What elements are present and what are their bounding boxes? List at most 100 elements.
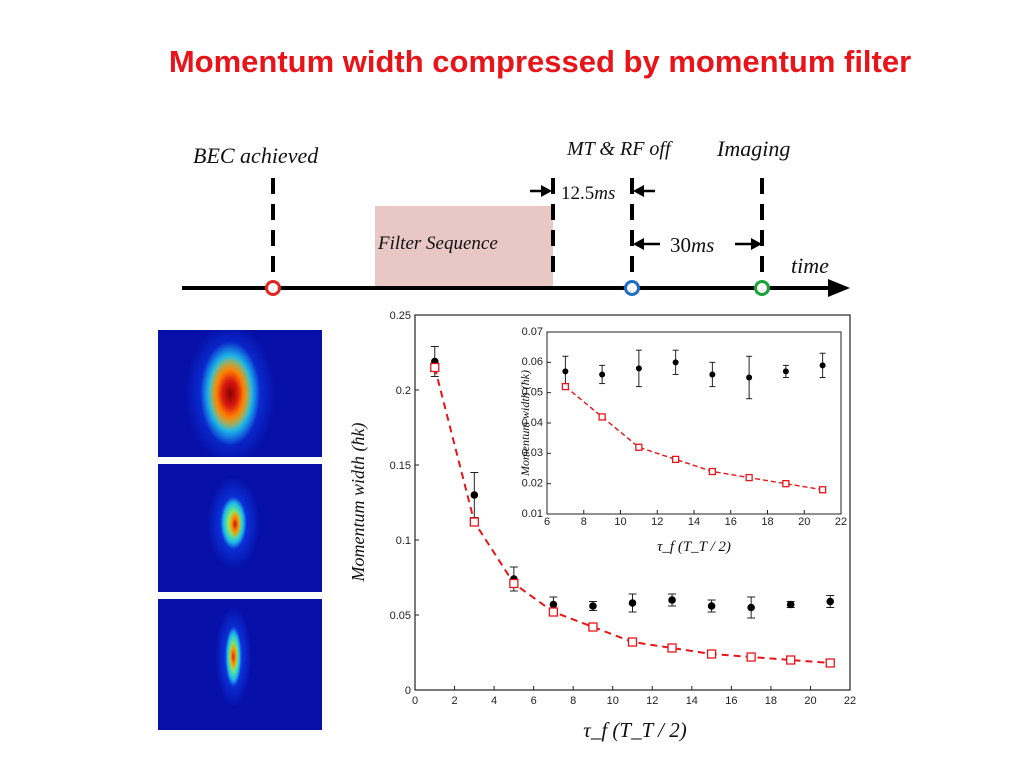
inset-x-tick-label: 12 xyxy=(651,516,663,528)
inset-measured-point xyxy=(635,365,642,372)
inset-x-tick-label: 10 xyxy=(614,516,626,528)
inset-measured-point xyxy=(562,368,569,375)
timeline-diagram: Filter Sequence time BEC achieved MT & R… xyxy=(182,136,850,297)
inset-measured-point xyxy=(672,359,679,366)
main-x-tick-label: 12 xyxy=(646,695,658,707)
delay1-value: 12.5 xyxy=(561,183,594,204)
main-x-tick-label: 6 xyxy=(531,695,537,707)
bec-label: BEC achieved xyxy=(193,143,319,168)
main-measured-point xyxy=(470,491,479,499)
inset-measured-point xyxy=(819,362,826,369)
main-y-tick-label: 0.1 xyxy=(396,535,411,547)
time-axis-arrowhead xyxy=(828,279,850,297)
inset-measured-point xyxy=(599,371,606,378)
main-filtered-point xyxy=(825,658,835,668)
main-filtered-point xyxy=(509,578,519,589)
bec-image-2 xyxy=(158,464,322,592)
inset-filtered-point xyxy=(708,467,717,476)
main-measured-point xyxy=(786,600,795,609)
main-plot-frame xyxy=(414,314,851,691)
inset-filtered-point xyxy=(782,480,790,488)
main-y-tick-label: 0.25 xyxy=(390,310,411,322)
delay1-unit: ms xyxy=(594,183,615,204)
main-filtered-point xyxy=(627,637,638,647)
main-y-tick-label: 0.15 xyxy=(390,460,411,472)
main-y-tick-label: 0 xyxy=(405,685,411,697)
inset-filtered-dashed-line xyxy=(564,386,823,491)
filter-sequence-label: Filter Sequence xyxy=(377,233,498,254)
main-x-tick-label: 20 xyxy=(804,695,816,707)
bec-marker xyxy=(265,280,281,296)
main-filtered-point xyxy=(706,649,717,659)
inset-x-tick-label: 18 xyxy=(761,516,773,528)
inset-x-tick-label: 8 xyxy=(581,516,587,528)
delay2-right-arrowhead xyxy=(751,238,762,250)
main-y-tick-label: 0.2 xyxy=(396,385,411,397)
momentum-chart: 0 2 4 6 8 10 12 14 16 18 20 22 0 0.05 0.1 0.15 0.2 0.25 M… xyxy=(348,310,856,742)
main-measured-point xyxy=(747,603,755,612)
inset-x-axis-title: τ_f (T_T / 2) xyxy=(657,539,731,555)
inset-filtered-point xyxy=(818,486,827,494)
main-measured-point xyxy=(668,596,676,604)
delay1-right-arrowhead xyxy=(633,185,644,197)
delay1-label: 12.5ms xyxy=(561,183,615,204)
inset-filtered-point xyxy=(561,382,570,391)
main-filtered-point xyxy=(786,655,796,665)
main-measured-point xyxy=(707,602,716,610)
main-x-tick-label: 14 xyxy=(686,695,698,707)
bec-image-3 xyxy=(158,599,322,730)
main-measured-point xyxy=(628,599,637,607)
imaging-label: Imaging xyxy=(716,136,790,161)
main-x-tick-label: 4 xyxy=(491,695,497,707)
filter-sequence-box xyxy=(375,206,553,286)
main-x-tick-label: 16 xyxy=(725,695,737,707)
inset-measured-point xyxy=(782,368,789,375)
delay2-unit: ms xyxy=(691,233,714,257)
inset-y-tick-label: 0.02 xyxy=(522,477,543,489)
bec-image-1 xyxy=(158,330,322,457)
main-x-axis-title: τ_f (T_T / 2) xyxy=(583,718,686,742)
main-y-tick-label: 0.05 xyxy=(390,610,411,622)
inset-y-axis-title: Momentum width (ħk) xyxy=(518,370,532,477)
main-x-tick-label: 18 xyxy=(765,695,777,707)
inset-x-tick-label: 16 xyxy=(725,516,737,528)
delay2-left-arrowhead xyxy=(633,238,644,250)
delay2-label: 30ms xyxy=(670,233,714,257)
main-filtered-point xyxy=(588,622,598,632)
inset-x-tick-label: 20 xyxy=(798,516,810,528)
main-filtered-point xyxy=(469,517,479,527)
inset-measured-point xyxy=(746,374,753,381)
main-measured-point xyxy=(589,602,597,610)
delay1-left-arrowhead xyxy=(541,185,552,197)
main-filtered-point xyxy=(430,362,440,373)
inset-filtered-point xyxy=(635,443,643,451)
main-x-tick-label: 22 xyxy=(844,695,856,707)
imaging-marker xyxy=(754,280,770,296)
main-filtered-point xyxy=(746,652,756,662)
inset-x-tick-label: 6 xyxy=(544,516,550,528)
off-marker xyxy=(624,280,640,296)
slide-title: Momentum width compressed by momentum fi… xyxy=(168,44,912,79)
inset-filtered-point xyxy=(671,455,680,464)
inset-y-tick-label: 0.01 xyxy=(522,508,543,520)
inset-frame xyxy=(546,331,842,515)
inset-filtered-point xyxy=(598,413,606,421)
main-measured-point xyxy=(826,597,835,606)
inset-x-tick-label: 14 xyxy=(688,516,700,528)
inset-measured-point xyxy=(709,371,716,378)
main-filtered-point xyxy=(548,607,559,617)
main-x-tick-label: 10 xyxy=(607,695,619,707)
inset-x-tick-label: 22 xyxy=(835,516,847,528)
inset-y-tick-label: 0.06 xyxy=(522,356,543,368)
inset-y-tick-label: 0.05 xyxy=(522,386,543,398)
main-measured-point xyxy=(549,600,558,609)
main-x-tick-label: 2 xyxy=(451,695,457,707)
delay2-value: 30 xyxy=(670,233,691,257)
main-y-axis-title: Momentum width (ħk) xyxy=(348,423,369,583)
bec-image-panel xyxy=(158,330,322,730)
main-x-tick-label: 8 xyxy=(570,695,576,707)
inset-filtered-point xyxy=(745,473,753,482)
inset-y-tick-label: 0.04 xyxy=(522,417,543,429)
time-label: time xyxy=(791,253,829,278)
off-label: MT & RF off xyxy=(566,138,673,160)
